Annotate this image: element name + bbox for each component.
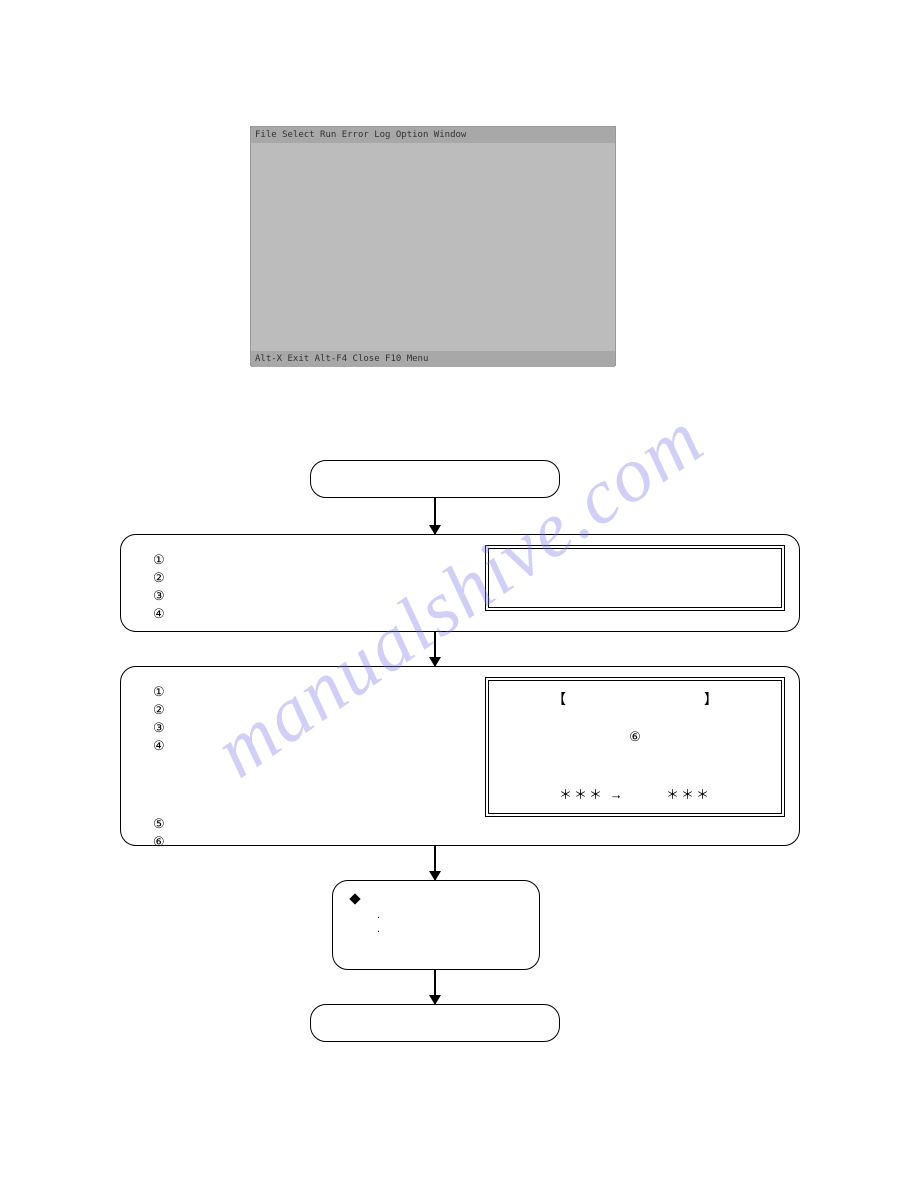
flowchart-arrow xyxy=(434,846,436,880)
step3-dots: . . xyxy=(377,908,539,936)
stars-left: ＊＊＊ xyxy=(559,787,604,802)
list-item: ④ xyxy=(153,737,165,755)
bracket-left: 【 xyxy=(552,691,566,707)
step2-numbered-list-bottom: ⑤ ⑥ xyxy=(153,815,165,851)
step1-numbered-list: ① ② ③ ④ xyxy=(153,551,165,623)
list-item: ① xyxy=(153,551,165,569)
step2-inner-box: 【 】 ⑥ ＊＊＊ → ＊＊＊ xyxy=(485,677,785,817)
bracket-right: 】 xyxy=(704,691,718,707)
screenshot-statusbar: Alt-X Exit Alt-F4 Close F10 Menu xyxy=(251,351,615,367)
step1-inner-box xyxy=(485,545,785,611)
app-screenshot: File Select Run Error Log Option Window … xyxy=(250,126,616,366)
list-item: ⑥ xyxy=(153,833,165,851)
list-item: ③ xyxy=(153,587,165,605)
screenshot-body xyxy=(251,143,615,351)
diamond-bullet-icon xyxy=(349,893,360,904)
center-marker: ⑥ xyxy=(489,729,781,745)
flowchart-arrow xyxy=(434,970,436,1004)
flowchart-arrow xyxy=(434,632,436,666)
list-item: ③ xyxy=(153,719,165,737)
step2-numbered-list-top: ① ② ③ ④ xyxy=(153,683,165,755)
flowchart-start-node xyxy=(310,460,560,498)
dot: . xyxy=(377,908,539,922)
list-item: ① xyxy=(153,683,165,701)
bracket-row: 【 】 xyxy=(489,689,781,709)
screenshot-menubar: File Select Run Error Log Option Window xyxy=(251,127,615,143)
arrow-glyph: → xyxy=(610,787,625,802)
stars-row: ＊＊＊ → ＊＊＊ xyxy=(489,784,781,803)
dot: . xyxy=(377,922,539,936)
flowchart-step1-node: ① ② ③ ④ xyxy=(120,534,800,632)
list-item: ④ xyxy=(153,605,165,623)
flowchart-step2-node: ① ② ③ ④ ⑤ ⑥ 【 】 ⑥ ＊＊＊ → ＊＊＊ xyxy=(120,666,800,846)
list-item: ② xyxy=(153,701,165,719)
flowchart-step3-node: . . xyxy=(332,880,540,970)
flowchart-arrow xyxy=(434,498,436,534)
list-item: ② xyxy=(153,569,165,587)
stars-right: ＊＊＊ xyxy=(666,787,711,802)
flowchart-end-node xyxy=(310,1004,560,1042)
list-item: ⑤ xyxy=(153,815,165,833)
